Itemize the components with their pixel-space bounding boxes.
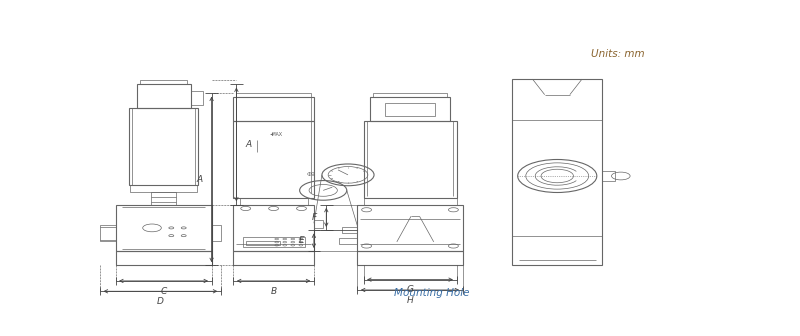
Text: F: F [312, 213, 317, 222]
Bar [342, 227, 358, 233]
Bar [234, 97, 314, 121]
Bar [151, 192, 176, 205]
Bar [130, 185, 197, 192]
Text: D: D [157, 297, 164, 306]
Bar [140, 80, 187, 84]
Bar [100, 225, 115, 241]
Bar [137, 84, 190, 108]
Bar [246, 241, 280, 245]
Text: ◄MAX: ◄MAX [270, 132, 283, 137]
Text: H: H [406, 296, 414, 305]
Bar [373, 93, 447, 97]
Text: B: B [270, 287, 277, 296]
Bar [234, 205, 314, 251]
Bar [358, 251, 462, 265]
Bar [234, 121, 314, 198]
Bar [115, 205, 211, 251]
Bar [129, 108, 198, 185]
Bar [211, 225, 221, 241]
Text: Units: mm: Units: mm [591, 49, 645, 59]
Bar [314, 220, 323, 228]
Bar [237, 93, 310, 97]
Bar [190, 91, 203, 105]
Text: C: C [161, 287, 166, 296]
Bar [363, 121, 457, 198]
Bar [338, 238, 358, 244]
Bar [512, 79, 602, 265]
Bar [239, 198, 308, 205]
Bar [370, 97, 450, 121]
Bar [363, 198, 457, 205]
Text: A: A [246, 140, 252, 149]
Text: E: E [299, 236, 305, 245]
Text: G: G [406, 285, 414, 294]
Bar [386, 103, 435, 116]
Bar [234, 251, 314, 265]
Bar [242, 237, 305, 247]
Text: A: A [196, 175, 202, 184]
Bar [358, 205, 462, 251]
Bar [115, 251, 211, 265]
Bar [602, 171, 614, 181]
Text: Φ9: Φ9 [306, 172, 315, 177]
Text: Mounting Hole: Mounting Hole [394, 288, 470, 298]
